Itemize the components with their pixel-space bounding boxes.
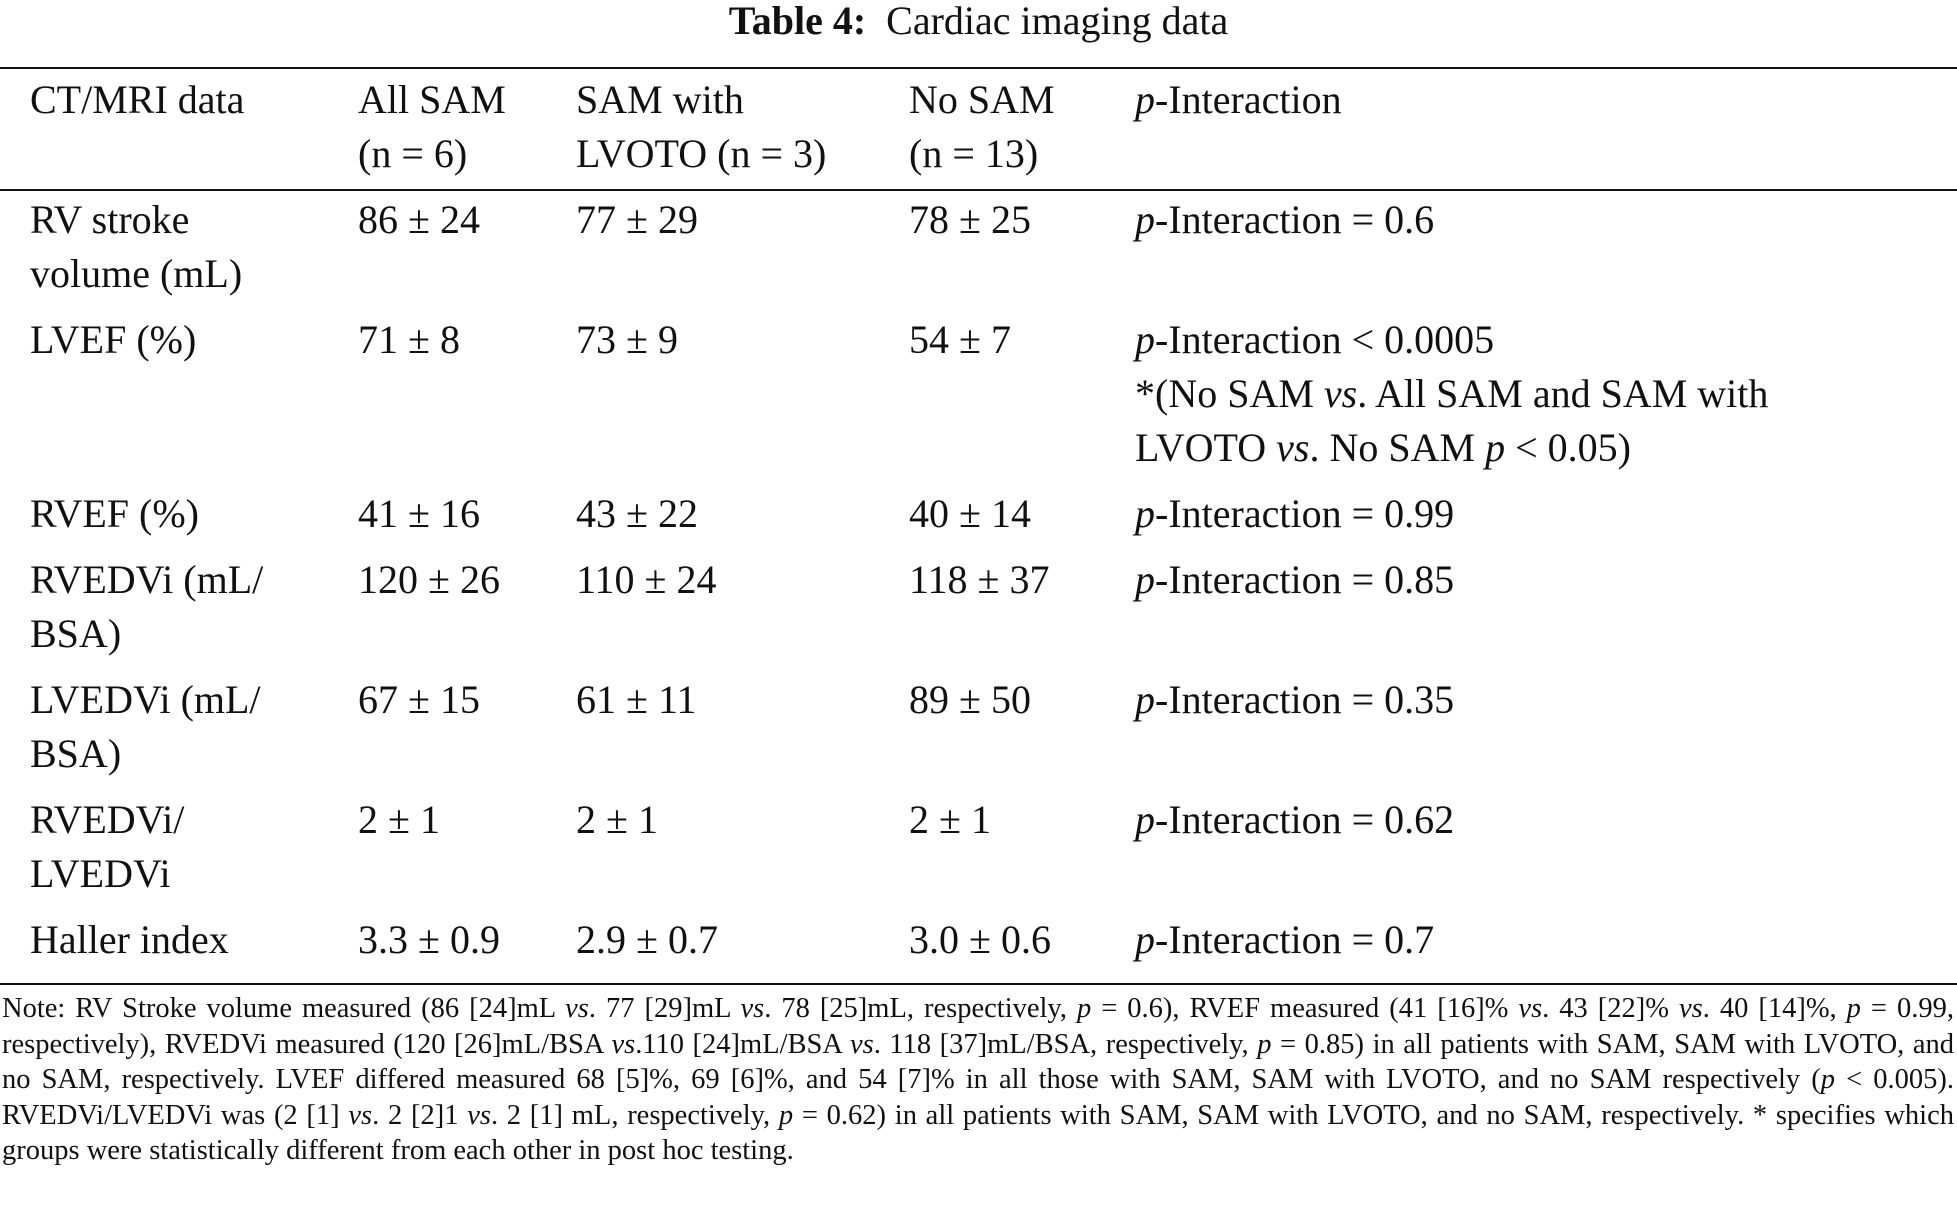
row-label: RV stroke volume (mL) [30, 197, 243, 296]
table-row: RVEDVi/LVEDVi 2 ± 1 2 ± 1 2 ± 1 p-Intera… [0, 785, 1957, 905]
cell-no-sam: 2 ± 1 [909, 797, 991, 842]
header-sam-with-lvoto: SAM with LVOTO (n = 3) [576, 77, 827, 176]
cell-sam-with-lvoto: 77 ± 29 [576, 197, 698, 242]
cardiac-imaging-table: CT/MRI data All SAM (n = 6) SAM with LVOTO… [0, 73, 1957, 971]
header-ct-mri-data: CT/MRI data [30, 77, 245, 122]
table-caption-label: Table 4: [728, 0, 867, 43]
cell-all-sam: 71 ± 8 [358, 317, 460, 362]
cell-sam-with-lvoto: 61 ± 11 [576, 677, 697, 722]
table-bottom-rule [0, 983, 1957, 985]
table-row: LVEF (%) 71 ± 8 73 ± 9 54 ± 7 p-Interact… [0, 305, 1957, 479]
cell-no-sam: 118 ± 37 [909, 557, 1050, 602]
cell-p-interaction: p-Interaction = 0.6 [1135, 197, 1435, 242]
cell-all-sam: 86 ± 24 [358, 197, 480, 242]
cell-p-interaction: p-Interaction = 0.7 [1135, 917, 1435, 962]
row-label: LVEF (%) [30, 317, 197, 362]
cell-all-sam: 41 ± 16 [358, 491, 480, 536]
header-p-interaction: p-Interaction [1135, 77, 1342, 122]
table-caption: Table 4: Cardiac imaging data [0, 0, 1957, 42]
cell-p-interaction: p-Interaction = 0.99 [1135, 491, 1455, 536]
cell-no-sam: 54 ± 7 [909, 317, 1011, 362]
table-row: LVEDVi (mL/BSA) 67 ± 15 61 ± 11 89 ± 50 … [0, 665, 1957, 785]
row-label: LVEDVi (mL/BSA) [30, 677, 261, 776]
cell-no-sam: 3.0 ± 0.6 [909, 917, 1051, 962]
cell-all-sam: 3.3 ± 0.9 [358, 917, 500, 962]
header-all-sam: All SAM (n = 6) [358, 77, 506, 176]
table-row: RV stroke volume (mL) 86 ± 24 77 ± 29 78 … [0, 185, 1957, 305]
cell-sam-with-lvoto: 43 ± 22 [576, 491, 698, 536]
table-footnote: Note: RV Stroke volume measured (86 [24]… [2, 993, 1954, 1166]
cell-all-sam: 67 ± 15 [358, 677, 480, 722]
row-label: Haller index [30, 917, 229, 962]
cell-all-sam: 2 ± 1 [358, 797, 440, 842]
cell-no-sam: 78 ± 25 [909, 197, 1031, 242]
table-header-rule [0, 189, 1957, 191]
header-no-sam: No SAM (n = 13) [909, 77, 1055, 176]
table-row: RVEDVi (mL/BSA) 120 ± 26 110 ± 24 118 ± … [0, 545, 1957, 665]
cell-sam-with-lvoto: 2.9 ± 0.7 [576, 917, 718, 962]
cell-no-sam: 40 ± 14 [909, 491, 1031, 536]
table-row: Haller index 3.3 ± 0.9 2.9 ± 0.7 3.0 ± 0… [0, 905, 1957, 971]
cell-p-interaction: p-Interaction = 0.35 [1135, 677, 1455, 722]
row-label: RVEF (%) [30, 491, 200, 536]
cell-sam-with-lvoto: 73 ± 9 [576, 317, 678, 362]
cell-all-sam: 120 ± 26 [358, 557, 500, 602]
cell-sam-with-lvoto: 110 ± 24 [576, 557, 717, 602]
row-label: RVEDVi/LVEDVi [30, 797, 185, 896]
table-caption-title: Cardiac imaging data [886, 0, 1229, 43]
cell-sam-with-lvoto: 2 ± 1 [576, 797, 658, 842]
row-label: RVEDVi (mL/BSA) [30, 557, 264, 656]
table-header-row: CT/MRI data All SAM (n = 6) SAM with LVOTO… [0, 73, 1957, 185]
cell-p-interaction: p-Interaction = 0.62 [1135, 797, 1455, 842]
table-top-rule [0, 67, 1957, 69]
cell-no-sam: 89 ± 50 [909, 677, 1031, 722]
cell-p-interaction: p-Interaction < 0.0005 *(No SAM vs. All S… [1135, 317, 1769, 470]
cell-p-interaction: p-Interaction = 0.85 [1135, 557, 1455, 602]
table-row: RVEF (%) 41 ± 16 43 ± 22 40 ± 14 p-Inter… [0, 479, 1957, 545]
